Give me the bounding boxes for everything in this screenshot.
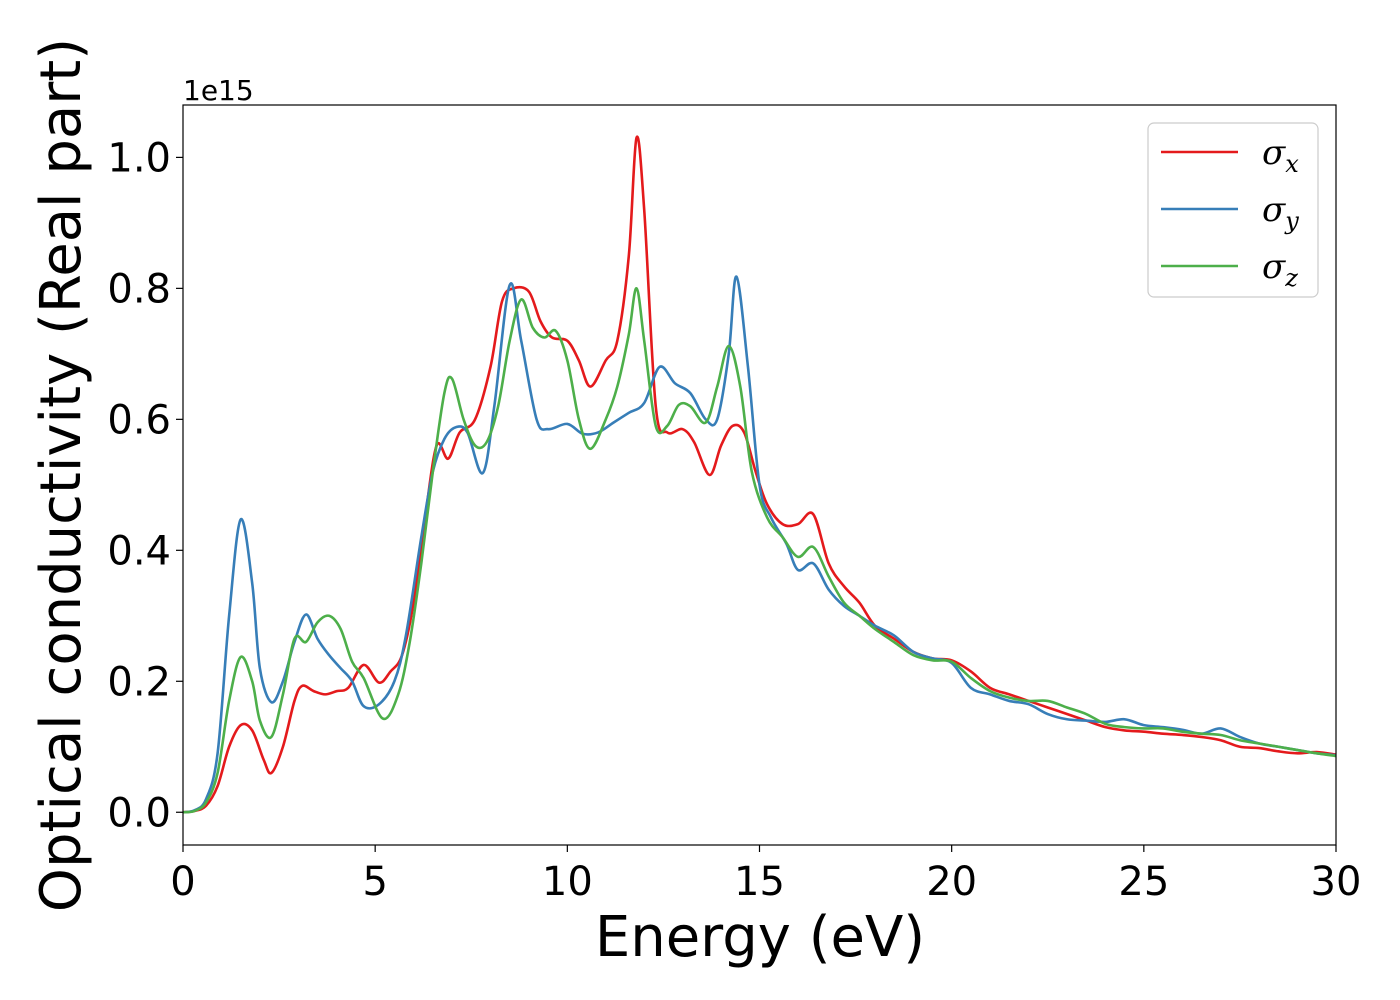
series-line-sigma-y (182, 275, 1337, 814)
legend-label-subscript: z (1284, 264, 1298, 292)
legend-label-symbol: σ (1262, 133, 1286, 173)
y-axis-ticks: 0.0 0.2 0.4 0.6 0.8 1.0 (107, 135, 183, 836)
y-tick-label: 0.6 (107, 397, 171, 443)
y-tick-label: 1.0 (107, 135, 171, 181)
legend-label-subscript: x (1285, 150, 1299, 178)
y-tick-label: 0.0 (107, 790, 171, 836)
x-axis-label: Energy (eV) (595, 905, 925, 970)
y-tick-label: 0.4 (107, 528, 171, 574)
x-axis-ticks: 0 5 10 15 20 25 30 (170, 845, 1361, 905)
x-tick-label: 10 (542, 859, 593, 905)
legend-label-symbol: σ (1262, 247, 1286, 287)
y-tick-label: 0.8 (107, 266, 171, 312)
x-tick-label: 25 (1118, 859, 1169, 905)
x-tick-label: 30 (1311, 859, 1362, 905)
legend-label-sigma-z: σz (1262, 247, 1298, 292)
legend-label-symbol: σ (1262, 190, 1286, 230)
legend-label-sigma-x: σx (1262, 133, 1299, 178)
series-layer (182, 135, 1337, 814)
y-axis-offset-label: 1e15 (183, 74, 254, 107)
series-line-sigma-z (182, 287, 1337, 814)
y-tick-label: 0.2 (107, 659, 171, 705)
x-tick-label: 15 (734, 859, 785, 905)
x-tick-label: 0 (170, 859, 195, 905)
x-tick-label: 5 (362, 859, 387, 905)
series-line-sigma-x (182, 135, 1337, 814)
y-axis-label: Optical conductivity (Real part) (29, 38, 94, 912)
legend-label-subscript: y (1284, 207, 1299, 235)
x-tick-label: 20 (926, 859, 977, 905)
legend-label-sigma-y: σy (1262, 190, 1299, 235)
